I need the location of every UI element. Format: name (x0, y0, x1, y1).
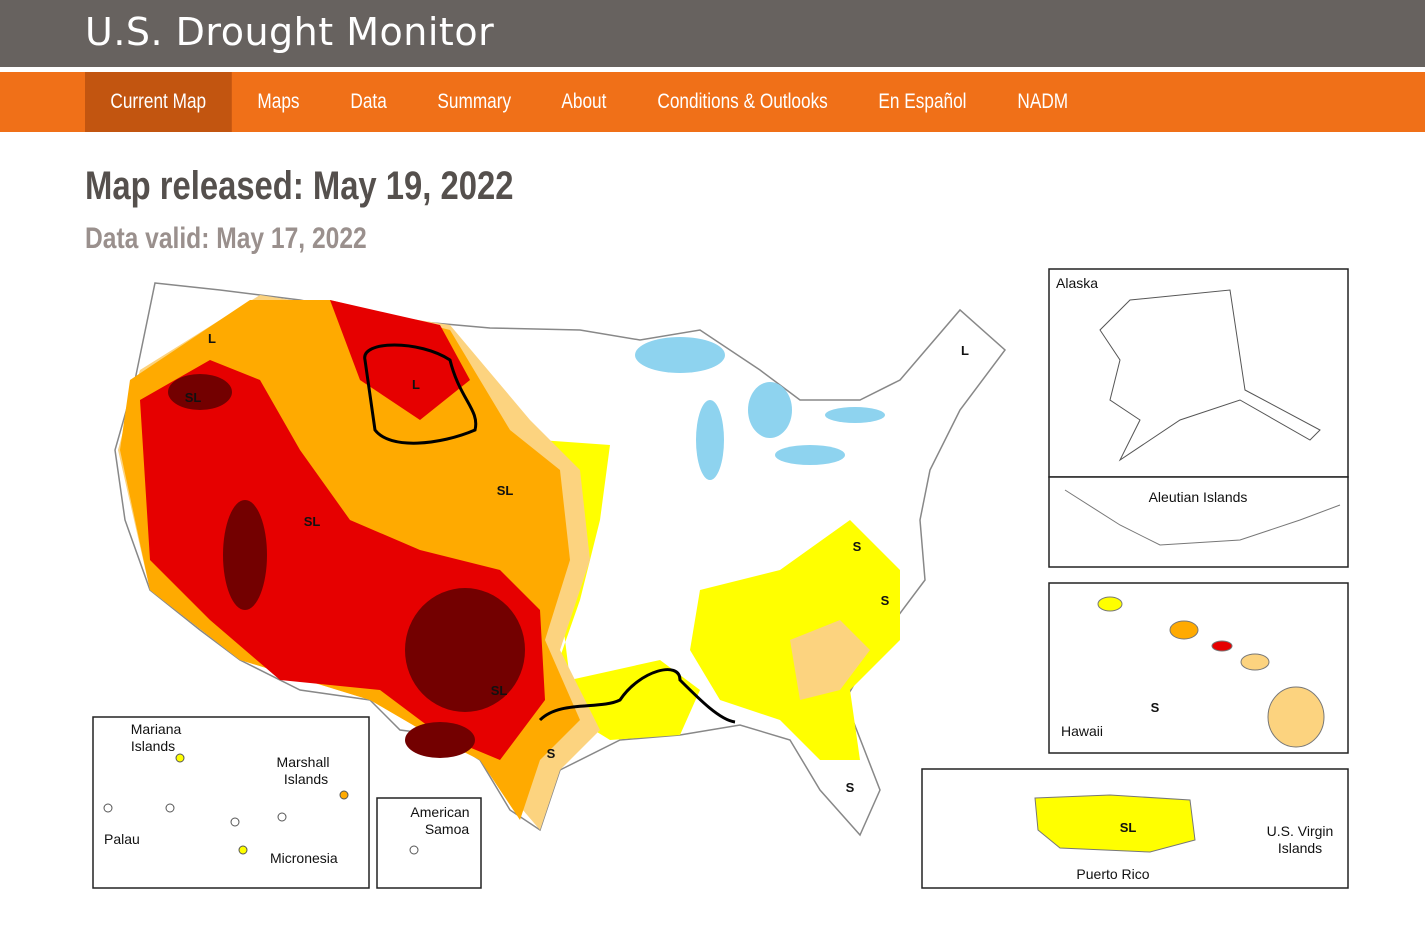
island (103, 803, 113, 813)
lake (825, 407, 885, 423)
drought-d3-n (330, 300, 470, 420)
inset-impact-label: S (1151, 700, 1160, 715)
island (230, 817, 240, 827)
inset-label: Marshall Islands (277, 754, 330, 787)
island (175, 753, 185, 763)
island (165, 803, 175, 813)
nav-item[interactable]: Current Map (85, 72, 232, 132)
impact-label: SL (497, 483, 514, 498)
impact-label: S (846, 780, 855, 795)
nav-bar: Current Map Maps Data Summary About Condition… (0, 72, 1425, 132)
drought-d4 (168, 374, 232, 410)
inset-label-line: Islands (284, 771, 328, 787)
island (238, 845, 248, 855)
puerto-rico (1034, 794, 1196, 853)
alaska-outline (1099, 289, 1321, 462)
map-released: Map released: May 19, 2022 (85, 164, 514, 208)
inset-label-line: Samoa (425, 821, 470, 837)
lake (635, 337, 725, 373)
impact-label: L (208, 331, 216, 346)
lake (748, 382, 792, 438)
nav-item[interactable]: Maps (256, 90, 300, 113)
inset-label-line: Islands (131, 738, 175, 754)
inset-label-line: Islands (1278, 840, 1322, 856)
lake (696, 400, 724, 480)
island (277, 812, 287, 822)
inset-label: U.S. Virgin Islands (1267, 823, 1334, 856)
drought-d4 (223, 500, 267, 610)
drought-map: L L L SL SL SL SL S S S S Alaska Aleutia… (92, 268, 1349, 889)
inset-label: Aleutian Islands (1149, 489, 1248, 505)
impact-label: SL (304, 514, 321, 529)
inset-label-line: Mariana (131, 721, 182, 737)
island (409, 845, 419, 855)
inset-label: Palau (104, 831, 140, 847)
nav-item[interactable]: Data (349, 90, 387, 113)
hawaii-island (1267, 686, 1325, 748)
data-valid: Data valid: May 17, 2022 (85, 222, 367, 255)
site-title[interactable]: U.S. Drought Monitor (85, 10, 495, 54)
inset-label-line: U.S. Virgin (1267, 823, 1334, 839)
hawaii-island (1097, 596, 1123, 612)
impact-label: S (547, 746, 556, 761)
island (339, 790, 349, 800)
impact-label: S (853, 539, 862, 554)
nav-item[interactable]: Conditions & Outlooks (657, 90, 828, 113)
drought-d1-se (790, 620, 870, 700)
inset-box (92, 716, 370, 889)
hawaii-island (1240, 653, 1270, 671)
inset-label: Micronesia (270, 850, 338, 866)
impact-boundary (538, 668, 736, 724)
inset-label: American Samoa (410, 804, 469, 837)
hawaii-island (1169, 620, 1199, 640)
inset-label: Hawaii (1061, 723, 1103, 739)
inset-label: Alaska (1056, 275, 1098, 291)
nav-item[interactable]: About (561, 90, 607, 113)
impact-label: SL (491, 683, 508, 698)
aleutian-outline (1064, 489, 1341, 546)
impact-label: SL (185, 390, 202, 405)
nav-item[interactable]: NADM (1017, 90, 1069, 113)
nav-item[interactable]: En Español (878, 90, 967, 113)
inset-label: Mariana Islands (131, 721, 182, 754)
hawaii-island (1211, 640, 1233, 652)
inset-box (376, 797, 482, 889)
header-bar: U.S. Drought Monitor (0, 0, 1425, 67)
impact-boundary (363, 343, 478, 445)
inset-label-line: American (410, 804, 469, 820)
inset-label-line: Marshall (277, 754, 330, 770)
inset-impact-label: SL (1120, 820, 1137, 835)
inset-label: Puerto Rico (1076, 866, 1149, 882)
drought-d4 (405, 588, 525, 712)
inset-box (1048, 476, 1349, 568)
drought-d4 (405, 722, 475, 758)
nav-item[interactable]: Summary (437, 90, 511, 113)
impact-label: S (881, 593, 890, 608)
impact-label: L (961, 343, 969, 358)
impact-label: L (412, 377, 420, 392)
lake (775, 445, 845, 465)
